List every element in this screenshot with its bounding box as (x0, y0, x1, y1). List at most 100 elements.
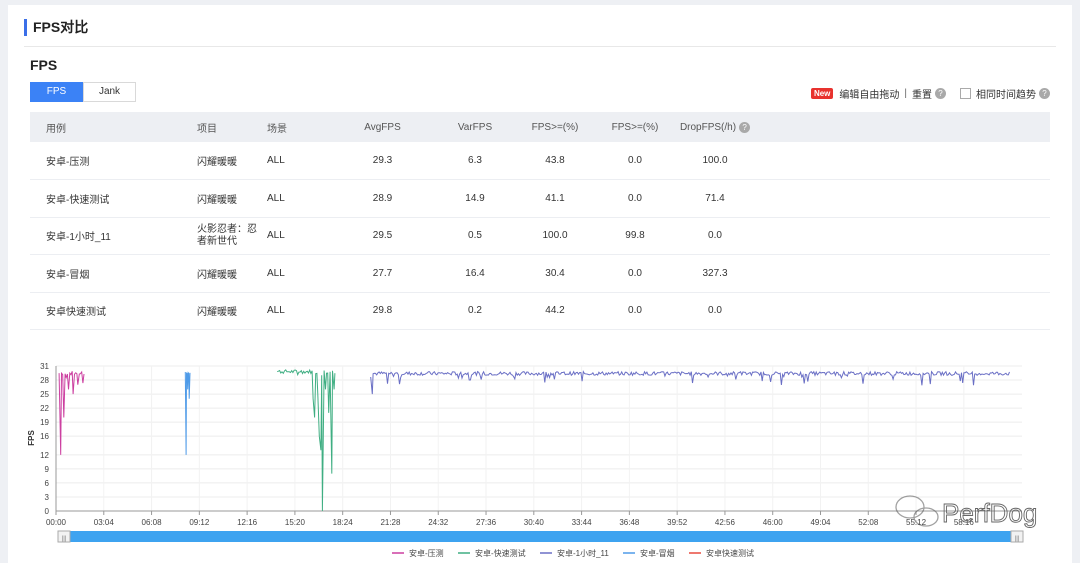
same-time-trend-label: 相同时间趋势 (976, 90, 1036, 101)
cell-varfps: 0.2 (436, 292, 514, 330)
x-tick-label: 09:12 (189, 518, 210, 527)
col-project: 项目 (197, 112, 267, 142)
col-scene: 场景 (267, 112, 329, 142)
x-tick-label: 03:04 (94, 518, 115, 527)
cell-project: 闪耀暖暖 (197, 292, 267, 330)
sub-title: FPS (30, 57, 58, 73)
cell-avgfps: 29.3 (329, 142, 436, 180)
table-row: 安卓-压测 闪耀暖暖 ALL 29.3 6.3 43.8 0.0 100.0 (30, 142, 1050, 180)
col-spacer (756, 112, 1050, 142)
cell-fps-ge-2: 0.0 (596, 179, 674, 218)
cell-avgfps: 29.5 (329, 217, 436, 255)
cell-spacer (756, 142, 1050, 180)
table-row: 安卓-1小时_11 火影忍者：忍者新世代 ALL 29.5 0.5 100.0 … (30, 217, 1050, 255)
y-tick-label: 16 (40, 432, 49, 441)
help-icon[interactable]: ? (1039, 88, 1050, 99)
legend-label: 安卓-1小时_11 (557, 548, 609, 558)
cell-fps-ge-1: 100.0 (514, 217, 596, 255)
cell-scene: ALL (267, 179, 329, 218)
edit-drag-link[interactable]: 编辑自由拖动 (839, 90, 900, 101)
perfdog-watermark: PerfDog (895, 495, 1038, 528)
cell-fps-ge-1: 44.2 (514, 292, 596, 330)
col-fps-ge-2: FPS>=(%) (596, 112, 674, 142)
x-tick-label: 00:00 (46, 518, 67, 527)
x-tick-label: 21:28 (380, 518, 401, 527)
cell-varfps: 14.9 (436, 179, 514, 218)
y-tick-label: 9 (45, 465, 50, 474)
toolbar-separator: | (904, 88, 907, 99)
section-title: FPS对比 (24, 19, 88, 36)
help-icon[interactable]: ? (935, 88, 946, 99)
col-case: 用例 (30, 112, 197, 142)
divider (24, 46, 1056, 47)
x-tick-label: 24:32 (428, 518, 449, 527)
help-icon[interactable]: ? (739, 121, 751, 133)
cell-case: 安卓-冒烟 (30, 254, 197, 293)
series-line (370, 370, 1010, 395)
cell-scene: ALL (267, 142, 329, 180)
same-time-trend-checkbox[interactable] (960, 88, 971, 99)
wechat-icon (895, 495, 939, 527)
cell-scene: ALL (267, 254, 329, 293)
x-tick-label: 12:16 (237, 518, 258, 527)
chart-legend: 安卓-压测 安卓-快速测试 安卓-1小时_11 安卓-冒烟 安卓快速测试 (392, 548, 754, 558)
cell-varfps: 16.4 (436, 254, 514, 293)
cell-avgfps: 29.8 (329, 292, 436, 330)
right-handle-grip-icon: ||| (1015, 536, 1020, 542)
cell-project: 闪耀暖暖 (197, 254, 267, 293)
table-row: 安卓-快速测试 闪耀暖暖 ALL 28.9 14.9 41.1 0.0 71.4 (30, 179, 1050, 218)
cell-varfps: 0.5 (436, 217, 514, 255)
cell-dropfps: 0.0 (674, 292, 756, 330)
cell-spacer (756, 292, 1050, 330)
x-tick-label: 33:44 (572, 518, 593, 527)
reset-link[interactable]: 重置 (912, 90, 932, 101)
cell-dropfps: 100.0 (674, 142, 756, 180)
cell-case: 安卓快速测试 (30, 292, 197, 330)
legend-label: 安卓-快速测试 (475, 548, 526, 558)
watermark-text: PerfDog (942, 498, 1037, 528)
cell-fps-ge-2: 0.0 (596, 254, 674, 293)
left-handle-grip-icon: ||| (62, 536, 67, 542)
table-row: 安卓-冒烟 闪耀暖暖 ALL 27.7 16.4 30.4 0.0 327.3 (30, 254, 1050, 293)
cell-fps-ge-1: 30.4 (514, 254, 596, 293)
slider-track[interactable] (62, 531, 1020, 542)
x-tick-label: 30:40 (524, 518, 545, 527)
tab-jank[interactable]: Jank (83, 82, 136, 102)
cell-fps-ge-2: 0.0 (596, 292, 674, 330)
cell-case: 安卓-1小时_11 (30, 217, 197, 255)
col-fps-ge-1: FPS>=(%) (514, 112, 596, 142)
y-axis-label: FPS (27, 430, 36, 446)
tab-fps[interactable]: FPS (30, 82, 83, 102)
x-tick-label: 39:52 (667, 518, 688, 527)
col-avgfps: AvgFPS (329, 112, 436, 142)
series-line (58, 370, 85, 455)
x-tick-label: 27:36 (476, 518, 497, 527)
cell-avgfps: 28.9 (329, 179, 436, 218)
cell-avgfps: 27.7 (329, 254, 436, 293)
cell-project: 闪耀暖暖 (197, 142, 267, 180)
toolbar: New 编辑自由拖动 | 重置 ? 相同时间趋势 ? (810, 86, 1050, 101)
slider-right-handle[interactable] (1010, 530, 1024, 543)
cell-scene: ALL (267, 217, 329, 255)
y-tick-label: 31 (40, 362, 49, 371)
chart-axes: 0 3 6 9 12 16 19 22 25 28 31 00:00 03:04 06:08 09:12 12… (40, 362, 1022, 527)
col-varfps: VarFPS (436, 112, 514, 142)
legend-label: 安卓快速测试 (706, 548, 754, 558)
y-tick-label: 25 (40, 390, 49, 399)
x-tick-label: 18:24 (333, 518, 354, 527)
x-tick-label: 49:04 (810, 518, 831, 527)
table-row: 安卓快速测试 闪耀暖暖 ALL 29.8 0.2 44.2 0.0 0.0 (30, 292, 1050, 330)
x-tick-label: 58:16 (954, 518, 975, 527)
fps-table: 用例 项目 场景 AvgFPS VarFPS FPS>=(%) FPS>=(%)… (30, 112, 1050, 330)
main-card: FPS对比 FPS FPS Jank New 编辑自由拖动 | 重置 ? 相同时… (8, 5, 1072, 563)
series-line (184, 371, 191, 455)
slider-left-handle[interactable] (57, 530, 71, 543)
cell-fps-ge-1: 41.1 (514, 179, 596, 218)
cell-scene: ALL (267, 292, 329, 330)
y-tick-label: 22 (40, 404, 49, 413)
table-header-row: 用例 项目 场景 AvgFPS VarFPS FPS>=(%) FPS>=(%)… (30, 112, 1050, 142)
x-tick-label: 52:08 (858, 518, 879, 527)
legend-label: 安卓-冒烟 (640, 548, 675, 558)
zoom-slider[interactable]: ||| ||| (57, 530, 1024, 543)
x-tick-label: 06:08 (142, 518, 163, 527)
